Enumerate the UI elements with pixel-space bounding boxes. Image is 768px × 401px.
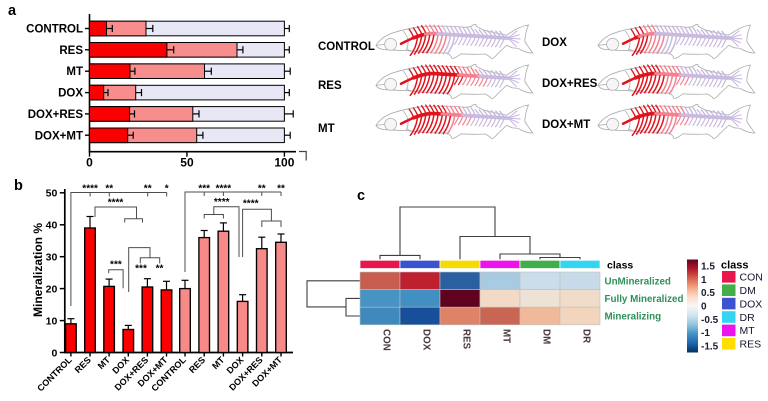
svg-text:*: *: [165, 184, 169, 195]
svg-text:-1: -1: [701, 328, 710, 339]
svg-text:DOX+RES: DOX+RES: [542, 78, 598, 90]
svg-text:a: a: [8, 3, 17, 19]
svg-text:1.5: 1.5: [701, 262, 715, 273]
svg-text:class: class: [721, 259, 749, 271]
svg-text:***: ***: [110, 260, 122, 271]
svg-text:50: 50: [180, 156, 194, 170]
svg-text:10: 10: [46, 315, 58, 327]
svg-text:DOX: DOX: [58, 88, 83, 100]
svg-text:DOX+RES: DOX+RES: [28, 109, 84, 121]
svg-text:MT: MT: [66, 66, 83, 78]
svg-text:MT: MT: [318, 123, 335, 135]
svg-text:50: 50: [46, 188, 58, 200]
svg-text:20: 20: [46, 283, 58, 295]
svg-text:Mineralizing: Mineralizing: [605, 312, 662, 323]
svg-text:Fully Mineralized: Fully Mineralized: [605, 294, 684, 305]
svg-text:DR: DR: [740, 312, 756, 324]
svg-text:DR: DR: [581, 329, 592, 343]
svg-text:****: ****: [243, 199, 259, 210]
svg-text:DM: DM: [541, 329, 552, 344]
svg-text:0: 0: [86, 156, 93, 170]
svg-text:**: **: [105, 184, 113, 195]
svg-text:DOX: DOX: [740, 298, 763, 310]
svg-text:CONTROL: CONTROL: [318, 41, 375, 53]
svg-text:DM: DM: [740, 285, 756, 297]
svg-text:UnMineralized: UnMineralized: [605, 276, 671, 287]
svg-text:RES: RES: [73, 355, 93, 375]
svg-text:CON: CON: [381, 329, 392, 351]
svg-text:DOX+MT: DOX+MT: [35, 130, 83, 142]
svg-text:30: 30: [46, 252, 58, 264]
svg-text:****: ****: [108, 198, 124, 209]
svg-text:class: class: [607, 259, 633, 271]
svg-text:100: 100: [274, 156, 294, 170]
svg-text:***: ***: [135, 264, 147, 275]
svg-text:RES: RES: [740, 339, 762, 351]
svg-text:b: b: [14, 178, 23, 194]
svg-text:**: **: [258, 184, 266, 195]
svg-text:RES: RES: [461, 329, 472, 350]
svg-text:MT: MT: [740, 325, 756, 337]
svg-text:****: ****: [214, 197, 230, 208]
svg-text:40: 40: [46, 220, 58, 232]
svg-text:0: 0: [51, 347, 57, 359]
svg-text:****: ****: [82, 184, 98, 195]
svg-text:Mineralization %: Mineralization %: [31, 223, 45, 317]
svg-text:**: **: [277, 184, 285, 195]
svg-text:RES: RES: [187, 355, 207, 375]
svg-text:**: **: [144, 184, 152, 195]
svg-text:0: 0: [701, 302, 707, 313]
svg-text:RES: RES: [59, 45, 83, 57]
svg-text:CONTROL: CONTROL: [26, 24, 83, 36]
svg-text:***: ***: [198, 184, 210, 195]
svg-text:RES: RES: [318, 80, 342, 92]
svg-text:CON: CON: [740, 272, 763, 284]
svg-text:0.5: 0.5: [701, 288, 715, 299]
svg-text:DOX: DOX: [542, 37, 567, 49]
svg-text:c: c: [357, 188, 365, 204]
svg-text:MT: MT: [501, 329, 512, 343]
svg-text:**: **: [156, 264, 164, 275]
svg-text:-0.5: -0.5: [701, 315, 719, 326]
svg-text:****: ****: [216, 184, 232, 195]
svg-text:DOX+MT: DOX+MT: [542, 119, 590, 131]
svg-text:-1.5: -1.5: [701, 341, 719, 352]
svg-text:CONTROL: CONTROL: [35, 354, 74, 393]
svg-text:DOX: DOX: [421, 329, 432, 351]
svg-text:1: 1: [701, 275, 707, 286]
